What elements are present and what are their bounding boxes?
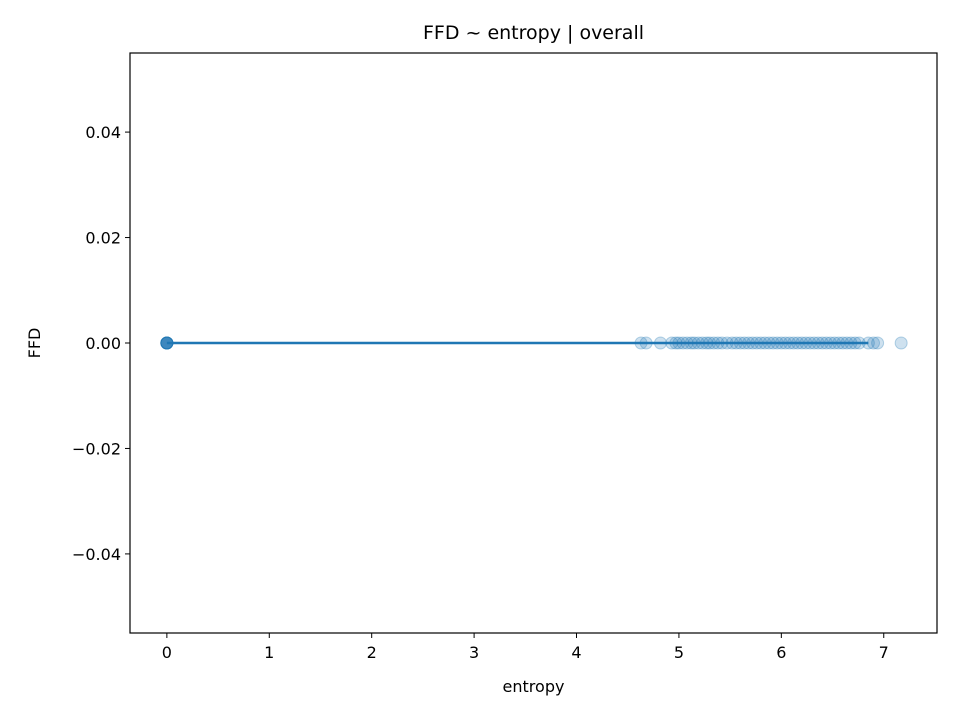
- y-tick-label: 0.04: [85, 123, 121, 142]
- x-tick-label: 3: [469, 643, 479, 662]
- x-tick-label: 7: [879, 643, 889, 662]
- x-axis-ticks: 0 1 2 3 4 5 6 7: [162, 633, 889, 662]
- y-axis-ticks: −0.04 −0.02 0.00 0.02 0.04: [72, 123, 130, 564]
- y-axis-label: FFD: [25, 328, 44, 359]
- scatter-point: [871, 336, 885, 350]
- y-tick-label: −0.04: [72, 545, 121, 564]
- y-tick-label: −0.02: [72, 439, 121, 458]
- y-tick-label: 0.00: [85, 334, 121, 353]
- x-tick-label: 1: [264, 643, 274, 662]
- scatter-point: [894, 336, 908, 350]
- chart-title: FFD ~ entropy | overall: [423, 22, 644, 44]
- x-tick-label: 0: [162, 643, 172, 662]
- x-tick-label: 2: [367, 643, 377, 662]
- x-tick-label: 4: [571, 643, 581, 662]
- x-tick-label: 6: [776, 643, 786, 662]
- y-tick-label: 0.02: [85, 229, 121, 248]
- x-tick-label: 5: [674, 643, 684, 662]
- plot-marks: [160, 336, 908, 350]
- x-axis-label: entropy: [503, 677, 565, 696]
